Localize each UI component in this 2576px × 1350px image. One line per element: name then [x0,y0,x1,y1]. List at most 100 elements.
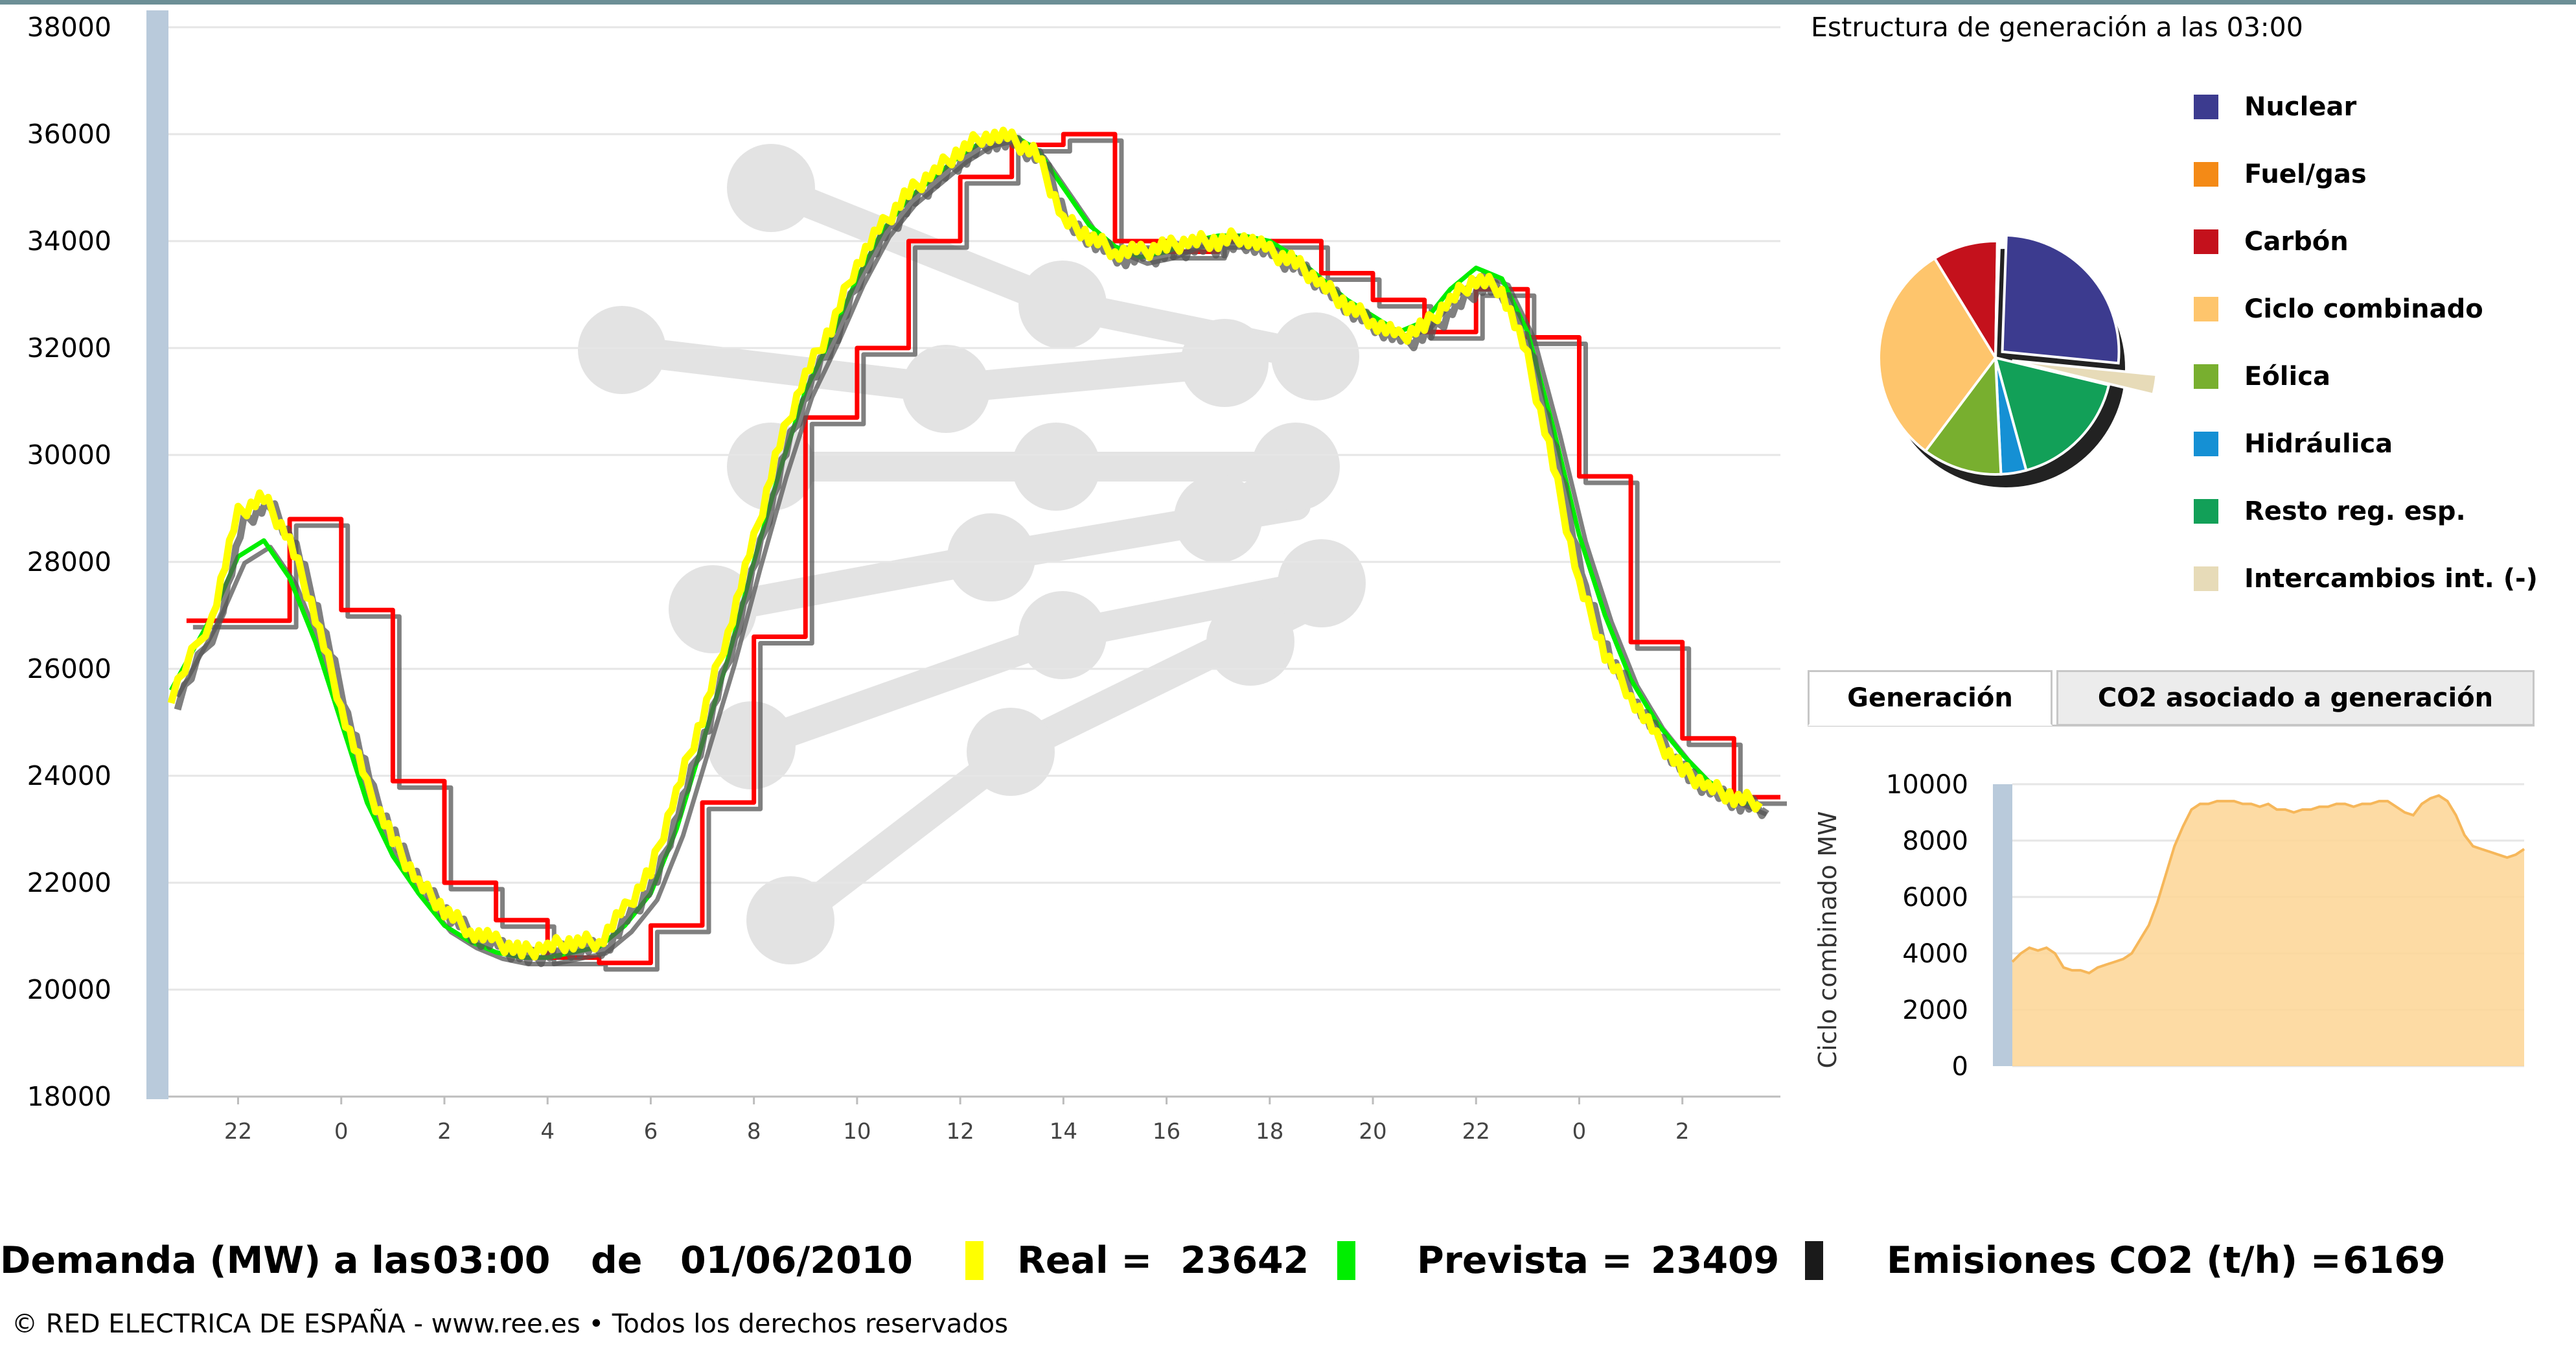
legend-label: Hidráulica [2244,429,2393,459]
legend-item-eolica: Eólica [2194,357,2330,396]
watermark-node [1018,591,1107,679]
small-y-tick-label: 6000 [1902,883,1968,913]
emisiones-value: 6169 [2343,1239,2446,1282]
watermark-node [1012,423,1100,511]
x-tick-label: 22 [1462,1119,1490,1145]
small-y-axis-label: Ciclo combinado MW [1813,811,1842,1069]
watermark-node [902,345,990,433]
x-tick-label: 0 [334,1119,349,1145]
y-axis-bar [146,10,168,1099]
x-tick-label: 22 [224,1119,252,1145]
x-tick-label: 16 [1153,1119,1180,1145]
watermark-link [607,335,961,404]
y-tick-label: 36000 [27,119,111,150]
y-tick-label: 32000 [27,332,111,364]
small-area-fill [2012,795,2524,1066]
legend-item-resto-reg-esp: Resto reg. esp. [2194,492,2466,531]
watermark-node [1252,423,1340,511]
small-y-tick-label: 0 [1952,1052,1968,1082]
y-tick-label: 38000 [27,12,111,43]
x-tick-label: 2 [1675,1119,1690,1145]
emisiones-swatch [1805,1241,1823,1280]
ciclo-combinado-chart: 0 2000 4000 6000 8000 10000 Ciclo combinado M… [1813,770,2525,1082]
small-y-tick-label: 4000 [1902,939,1968,969]
prevista-value: 23409 [1651,1239,1780,1282]
real-value: 23642 [1180,1239,1309,1282]
y-tick-label: 28000 [27,546,111,577]
generation-pie-chart [1878,233,2158,487]
watermark-node [578,306,666,394]
series-line-red [186,132,1780,966]
legend-label: Ciclo combinado [2244,294,2483,324]
y-tick-label: 24000 [27,760,111,791]
chart-tabs: Generación CO2 asociado a generación [1808,670,2535,727]
prevista-swatch [1337,1241,1355,1280]
demand-summary: Demanda (MW) a las 03:00 de 01/06/2010 R… [0,1239,2576,1285]
x-tick-label: 18 [1256,1119,1283,1145]
small-y-tick-label: 2000 [1902,995,1968,1025]
legend-label: Carbón [2244,227,2349,257]
y-tick-label: 26000 [27,653,111,684]
demanda-label: Demanda (MW) a las [0,1239,431,1282]
legend-item-hidraulica: Hidráulica [2194,425,2393,463]
legend-label: Resto reg. esp. [2244,496,2466,526]
small-y-tick-label: 8000 [1902,826,1968,856]
series-line-yellow [167,126,1763,961]
legend-label: Nuclear [2244,92,2357,122]
pie-slice-nuclear [2001,233,2121,365]
legend-swatch [2194,364,2218,389]
watermark-link [737,620,1077,760]
copyright: © RED ELECTRICA DE ESPAÑA - www.ree.es •… [12,1309,1008,1339]
watermark-node [707,701,796,789]
emisiones-label: Emisiones CO2 (t/h) = [1887,1239,2341,1282]
x-tick-label: 12 [946,1119,974,1145]
series-shadow-red [192,138,1787,972]
watermark-node [1278,539,1366,627]
watermark-node [947,513,1035,601]
prevista-label: Prevista = [1417,1239,1633,1282]
x-tick-label: 2 [437,1119,452,1145]
legend-label: Eólica [2244,362,2330,391]
y-tick-label: 22000 [27,867,111,898]
legend-swatch [2194,162,2218,187]
legend-swatch [2194,229,2218,254]
legend-swatch [2194,297,2218,321]
watermark-node [1174,474,1262,563]
x-tick-label: 10 [843,1119,871,1145]
watermark-node [727,144,815,232]
watermark-link [931,348,1239,404]
ree-logo-watermark [578,144,1366,964]
legend-item-ciclo-combinado: Ciclo combinado [2194,290,2483,329]
real-swatch [965,1241,983,1280]
tab-co2[interactable]: CO2 asociado a generación [2056,670,2535,726]
watermark-node [967,708,1055,796]
demand-series [167,126,1787,972]
legend-swatch [2194,432,2218,456]
legend-item-nuclear: Nuclear [2194,87,2356,126]
pie-slice-fuel-gas [1994,239,2001,358]
pie-slice-carb-n [1933,240,1999,362]
pie-slice-ciclo-combinado [1878,256,1997,453]
small-area-line [2011,794,2525,975]
demanda-time: 03:00 [433,1239,551,1282]
demanda-date: 01/06/2010 [680,1239,913,1282]
watermark-node [1206,598,1294,686]
small-y-tick-label: 10000 [1886,770,1968,800]
small-y-axis-bar [1993,784,2012,1066]
x-tick-label: 0 [1572,1119,1587,1145]
legend-label: Intercambios int. (-) [2244,564,2538,594]
demand-y-ticks: 18000 20000 22000 24000 26000 28000 30000 32000… [27,12,111,1112]
x-tick-label: 4 [540,1119,555,1145]
pie-slice-e-lica [1924,354,2003,476]
tab-generacion[interactable]: Generación [1808,670,2053,726]
demanda-de: de [591,1239,643,1282]
small-y-ticks: 0 2000 4000 6000 8000 10000 [1886,770,1968,1082]
top-border [0,0,2576,5]
pie-slice-intercambios-int- [2012,359,2158,397]
legend-swatch [2194,499,2218,524]
demand-chart: 1800020000220002400026000280003000032000… [27,10,1787,1145]
x-tick-label: 20 [1359,1119,1386,1145]
watermark-node [1180,319,1269,407]
demand-x-ticks: 22 0 2 4 6 8 10 12 14 16 18 20 22 0 2 [224,1097,1690,1145]
watermark-node [1018,261,1107,349]
